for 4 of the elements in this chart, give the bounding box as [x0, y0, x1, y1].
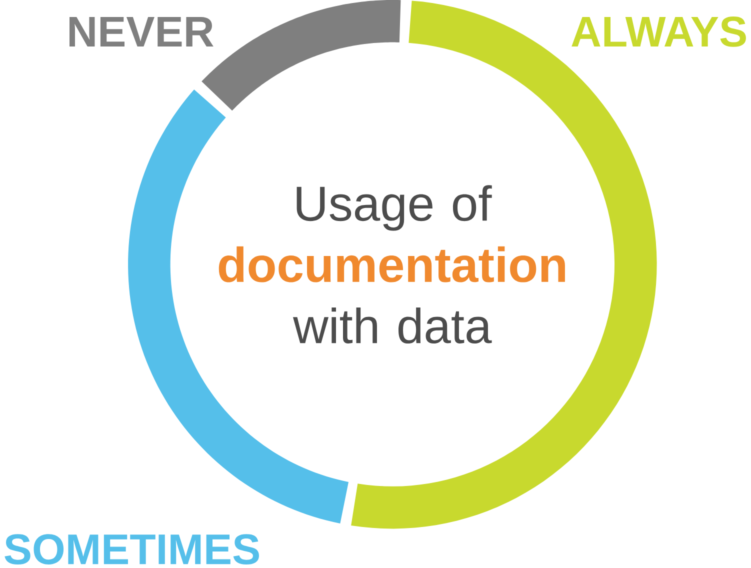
slice-label: NEVER — [69, 17, 214, 47]
slice-label: ALWAYS — [572, 16, 746, 47]
slice-label: SOMETIMES — [4, 534, 259, 565]
text: Usage of documentation with data — [218, 185, 565, 344]
